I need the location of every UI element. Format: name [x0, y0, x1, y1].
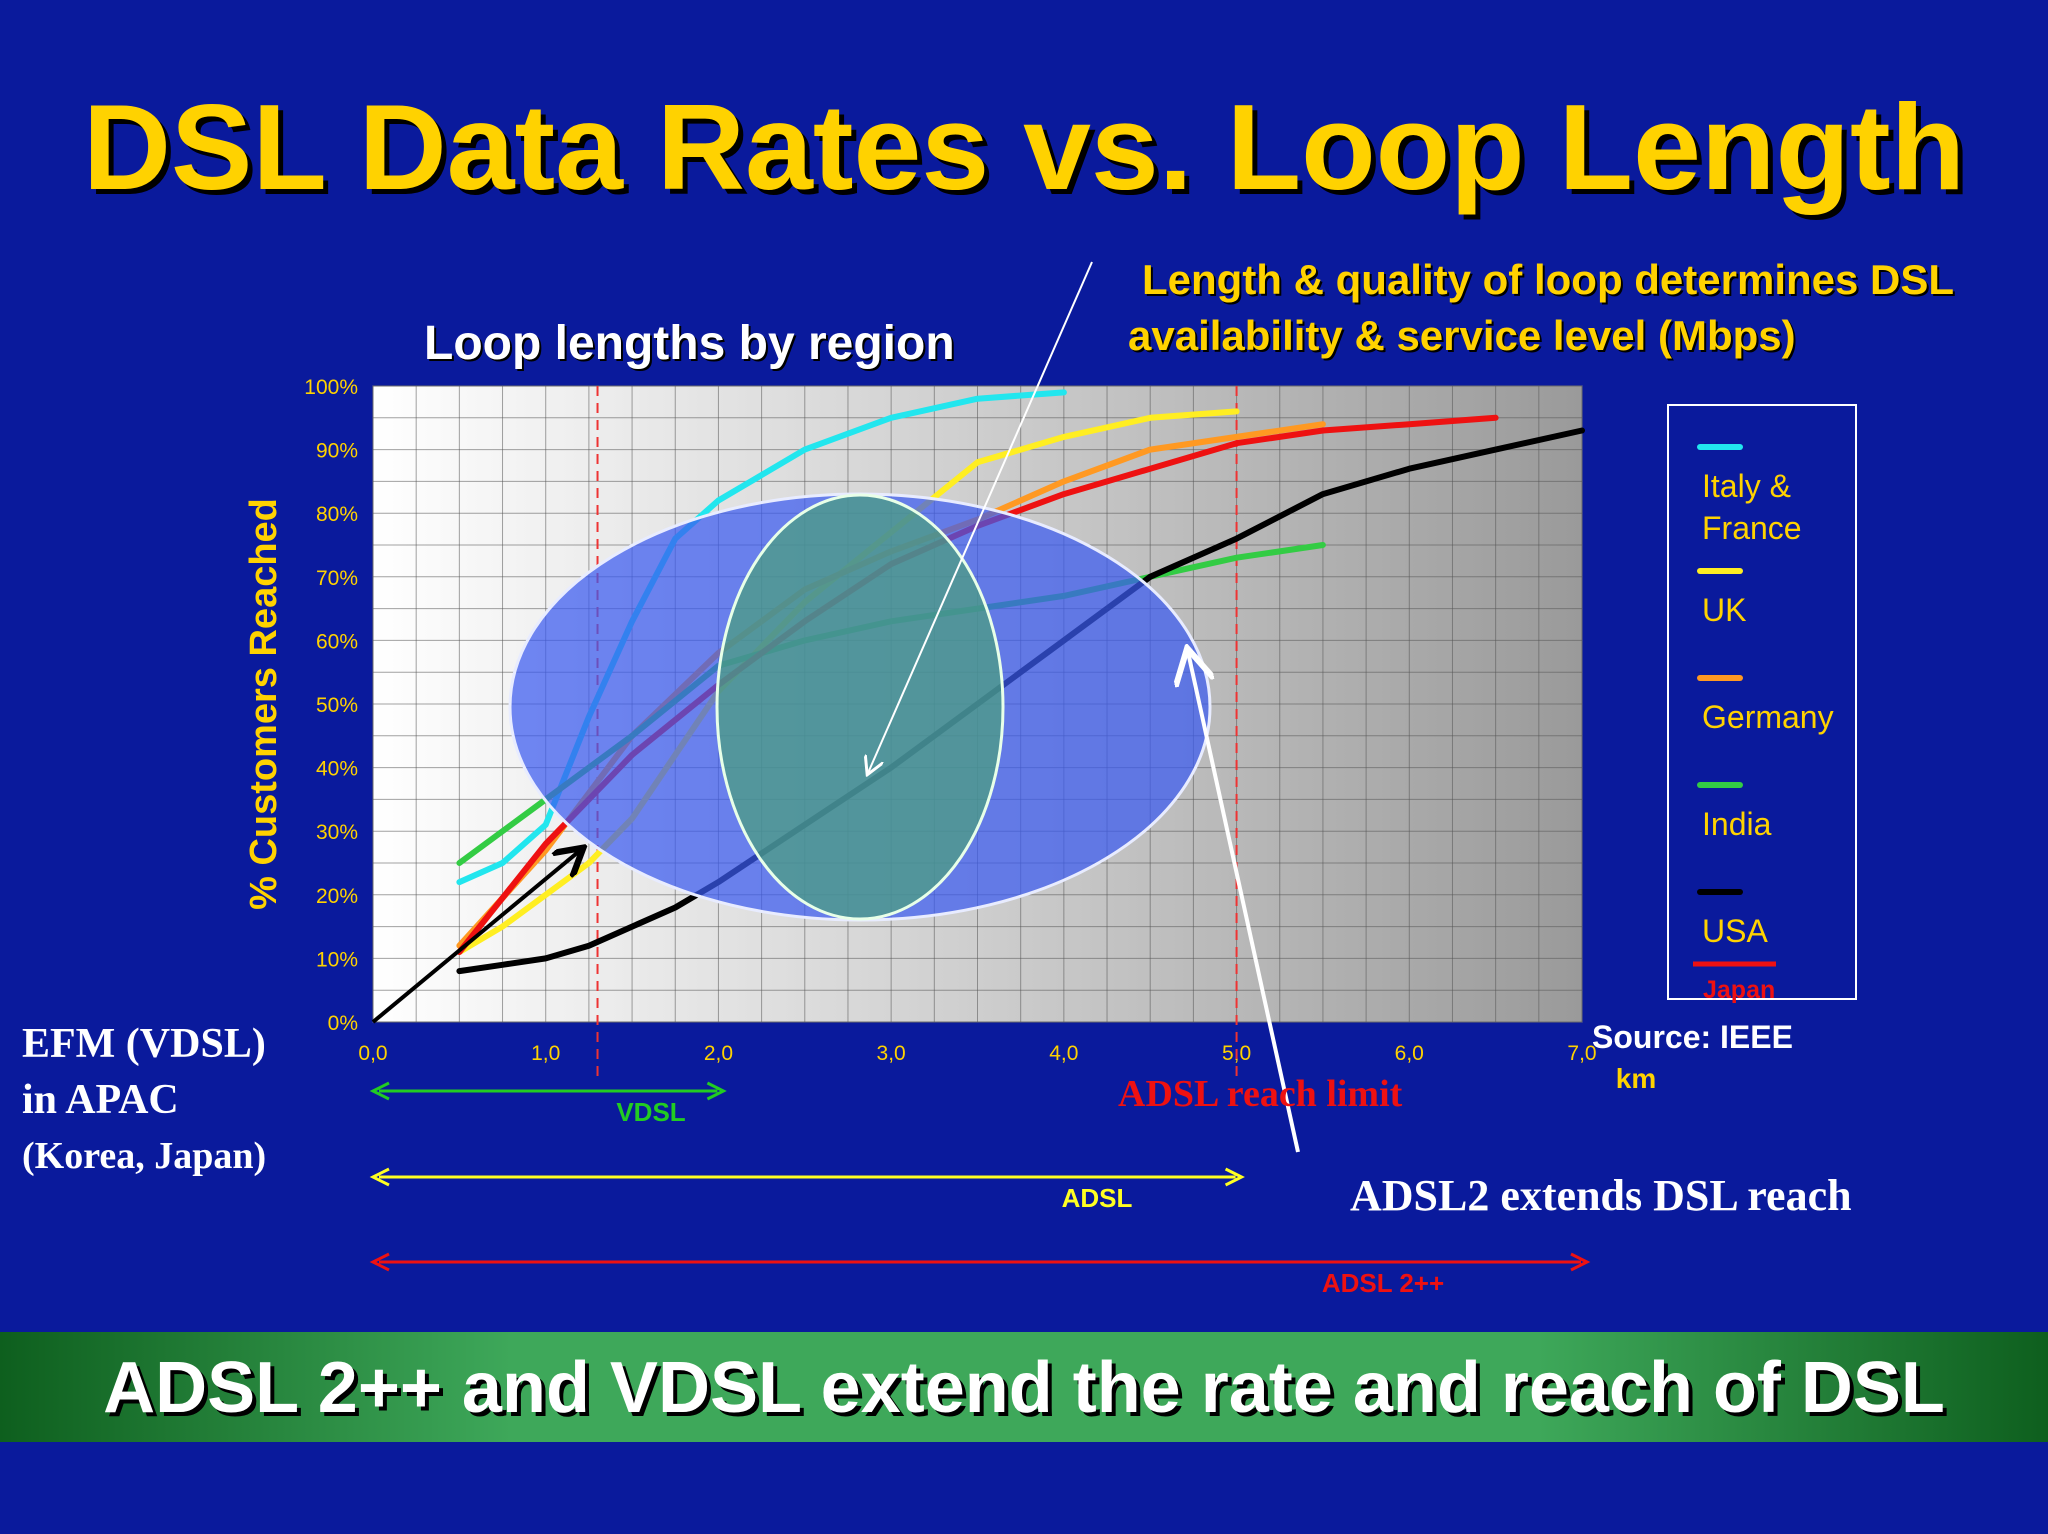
range-label: VDSL	[616, 1097, 685, 1127]
legend-label: Germany	[1702, 699, 1834, 735]
source-label: Source: IEEE	[1592, 1019, 1793, 1055]
legend-label: USA	[1702, 913, 1768, 949]
callout-line-1: Length & quality of loop determines DSL	[1142, 256, 1955, 303]
technology-ranges: VDSL ADSL ADSL 2++	[369, 1081, 1591, 1298]
adsl-reach-limit-label: ADSL reach limit	[1118, 1073, 1403, 1115]
chart-title: Loop lengths by region	[424, 317, 955, 370]
y-tick-label: 0%	[328, 1012, 358, 1035]
legend-label: Japan	[1703, 976, 1775, 1004]
efm-line-1: EFM (VDSL)	[22, 1021, 266, 1067]
legend: Italy & France UK Germany India USA Japan	[1693, 444, 1834, 1004]
range-arrowhead-right	[706, 1081, 727, 1101]
black-arrow	[371, 850, 580, 1024]
range-arrowhead-left	[369, 1167, 390, 1187]
bottom-banner	[0, 1332, 2048, 1442]
x-tick-label: 6,0	[1395, 1042, 1424, 1065]
y-tick-label: 20%	[316, 885, 358, 908]
green-ellipse	[715, 493, 1005, 921]
range-label: ADSL	[1062, 1183, 1133, 1213]
x-tick-label: 4,0	[1049, 1042, 1078, 1065]
y-tick-label: 40%	[316, 758, 358, 781]
range-arrowhead-right	[1570, 1252, 1591, 1272]
y-axis-ticks: 0% 10% 20% 30% 40% 50% 60% 70% 80% 90% 100%	[304, 376, 358, 1035]
x-axis-ticks: 0,0 1,0 2,0 3,0 4,0 5,0 6,0 7,0	[358, 1042, 1596, 1065]
y-tick-label: 60%	[316, 630, 358, 653]
legend-label: UK	[1702, 592, 1746, 628]
x-tick-label: 7,0	[1567, 1042, 1596, 1065]
y-tick-label: 100%	[304, 376, 358, 399]
efm-line-3: (Korea, Japan)	[22, 1135, 267, 1177]
efm-note: EFM (VDSL) in APAC (Korea, Japan)	[22, 1016, 266, 1184]
x-tick-label: 3,0	[877, 1042, 906, 1065]
efm-line-2: in APAC	[22, 1077, 179, 1123]
y-tick-label: 80%	[316, 503, 358, 526]
adsl2-note: ADSL2 extends DSL reach	[1350, 1171, 1852, 1220]
callout-arrow	[868, 261, 1093, 773]
x-tick-label: 1,0	[531, 1042, 560, 1065]
range-label: ADSL 2++	[1322, 1268, 1444, 1298]
y-axis-label: % Customers Reached	[243, 498, 285, 910]
legend-label: France	[1702, 510, 1802, 546]
callout-text: Length & quality of loop determines DSL …	[1128, 252, 1954, 364]
adsl2-arrow	[1188, 652, 1300, 1153]
legend-label: Italy &	[1702, 468, 1791, 504]
callout-line-2: availability & service level (Mbps)	[1128, 312, 1796, 359]
legend-box	[1667, 404, 1857, 1000]
y-tick-label: 50%	[316, 694, 358, 717]
y-tick-label: 70%	[316, 567, 358, 590]
banner-text: ADSL 2++ and VDSL extend the rate and re…	[103, 1348, 1945, 1428]
range-arrowhead-left	[369, 1081, 390, 1101]
y-tick-label: 10%	[316, 948, 358, 971]
range-arrowhead-right	[1224, 1167, 1245, 1187]
y-tick-label: 30%	[316, 821, 358, 844]
y-tick-label: 90%	[316, 440, 358, 463]
black-arrow-line	[371, 850, 580, 1024]
x-tick-label: 2,0	[704, 1042, 733, 1065]
x-axis-label: km	[1616, 1063, 1656, 1094]
range-arrowhead-left	[369, 1252, 390, 1272]
slide-title: DSL Data Rates vs. Loop Length	[82, 79, 1966, 215]
x-tick-label: 0,0	[358, 1042, 387, 1065]
legend-label: India	[1702, 806, 1772, 842]
